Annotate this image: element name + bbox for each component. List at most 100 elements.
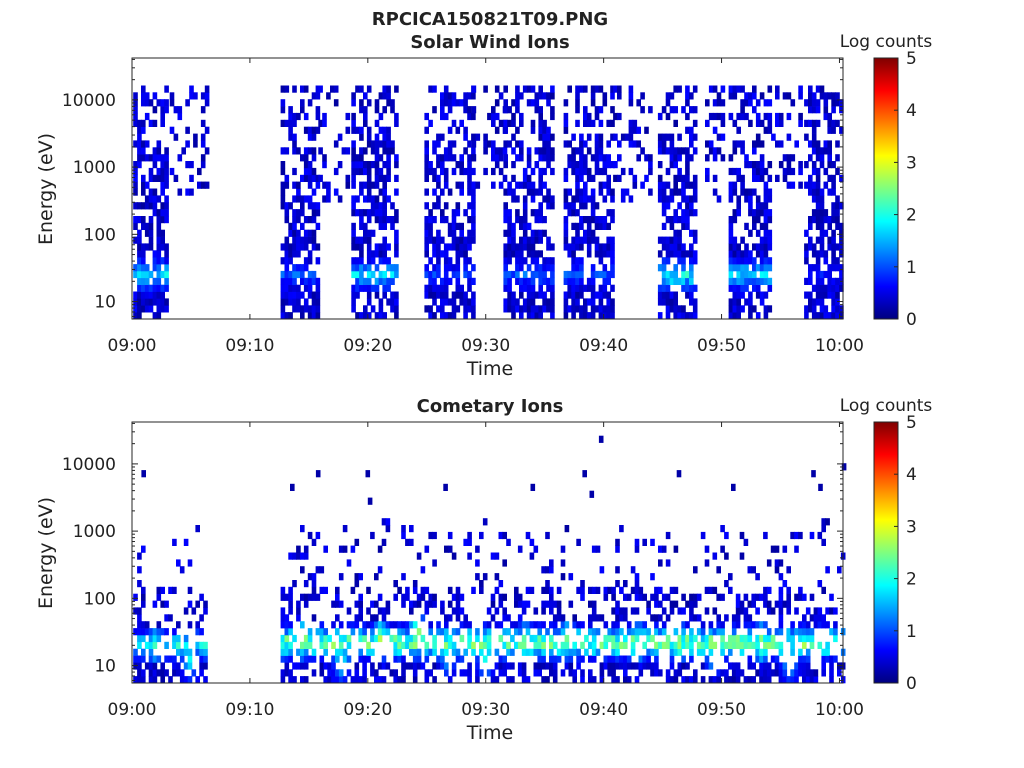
heatmap-cell [571,312,576,320]
heatmap-cell [463,167,468,176]
heatmap-cell [350,621,356,629]
heatmap-cell [455,126,461,134]
heatmap-cell [735,600,741,608]
x-tick-label: 09:50 [697,700,746,720]
heatmap-cell [603,641,609,649]
heatmap-cell [689,181,694,189]
heatmap-cell [152,669,158,677]
heatmap-cell [568,573,574,581]
heatmap-cell [634,662,640,670]
heatmap-cell [689,250,694,258]
heatmap-cell [831,92,836,100]
heatmap-cell [665,216,671,224]
heatmap-cell [160,298,165,306]
heatmap-cell [185,140,190,148]
heatmap-cell [176,634,181,643]
heatmap-cell [575,277,580,285]
heatmap-cell [755,284,761,292]
heatmap-cell [786,92,792,100]
heatmap-cell [685,202,690,210]
heatmap-cell [568,662,574,670]
heatmap-cell [774,669,780,677]
heatmap-cell [296,552,301,560]
heatmap-cell [681,222,686,230]
heatmap-cell [747,566,753,574]
heatmap-cell [634,621,640,629]
heatmap-cell [669,277,675,285]
heatmap-cell [322,119,327,127]
heatmap-cell [522,305,528,313]
heatmap-cell [311,586,317,594]
heatmap-cell [288,593,293,601]
heatmap-cell [747,614,753,622]
heatmap-cell [583,188,588,196]
heatmap-cell [486,634,492,643]
heatmap-cell [748,298,753,306]
heatmap-cell [530,85,536,93]
heatmap-cell [774,655,780,663]
heatmap-cell [550,202,555,210]
heatmap-cell [743,538,749,546]
heatmap-cell [642,628,647,636]
heatmap-cell [363,92,368,100]
heatmap-cell [752,167,757,176]
heatmap-cell [763,222,769,230]
heatmap-cell [160,119,165,127]
heatmap-cell [677,257,682,265]
heatmap-cell [575,181,580,189]
heatmap-cell [692,257,698,265]
heatmap-cell [610,92,615,100]
heatmap-cell [319,655,325,663]
heatmap-cell [538,188,543,196]
heatmap-cell [661,243,667,251]
heatmap-cell [740,284,745,292]
heatmap-cell [296,229,301,237]
heatmap-cell [346,641,352,649]
heatmap-cell [381,676,387,684]
heatmap-cell [594,147,600,155]
heatmap-cell [763,641,768,649]
heatmap-cell [168,586,173,594]
heatmap-cell [549,600,554,608]
heatmap-cell [827,140,832,148]
heatmap-cell [770,641,776,649]
heatmap-cell [315,202,321,210]
heatmap-cell [533,669,539,677]
heatmap-cell [420,586,426,594]
heatmap-cell [588,655,593,663]
heatmap-cell [552,600,558,608]
heatmap-cell [463,270,468,279]
heatmap-cell [819,161,825,169]
heatmap-cell [292,216,297,224]
heatmap-cell [311,538,317,546]
heatmap-cell [673,277,678,285]
heatmap-cell [735,634,741,643]
heatmap-cell [815,312,821,320]
heatmap-cell [529,621,535,629]
heatmap-cell [831,236,836,244]
heatmap-cell [164,641,169,649]
heatmap-cell [366,140,372,148]
heatmap-cell [502,174,508,182]
heatmap-cell [759,250,765,258]
heatmap-cell [835,202,840,210]
heatmap-cell [351,126,356,134]
heatmap-cell [813,669,819,677]
heatmap-cell [359,250,364,258]
heatmap-cell [133,112,138,121]
heatmap-cell [307,270,313,279]
heatmap-cell [811,99,817,107]
heatmap-cell [436,284,441,292]
heatmap-cell [560,628,566,636]
heatmap-cell [606,209,611,217]
heatmap-cell [720,593,725,601]
heatmap-cell [164,167,169,176]
heatmap-cell [296,181,301,189]
heatmap-cell [280,181,286,189]
y-tick-label: 100 [84,589,116,609]
heatmap-cell [538,291,543,299]
heatmap-cell [280,119,286,127]
heatmap-cell [412,634,418,643]
heatmap-cell [526,85,532,93]
heatmap-cell [280,270,286,279]
